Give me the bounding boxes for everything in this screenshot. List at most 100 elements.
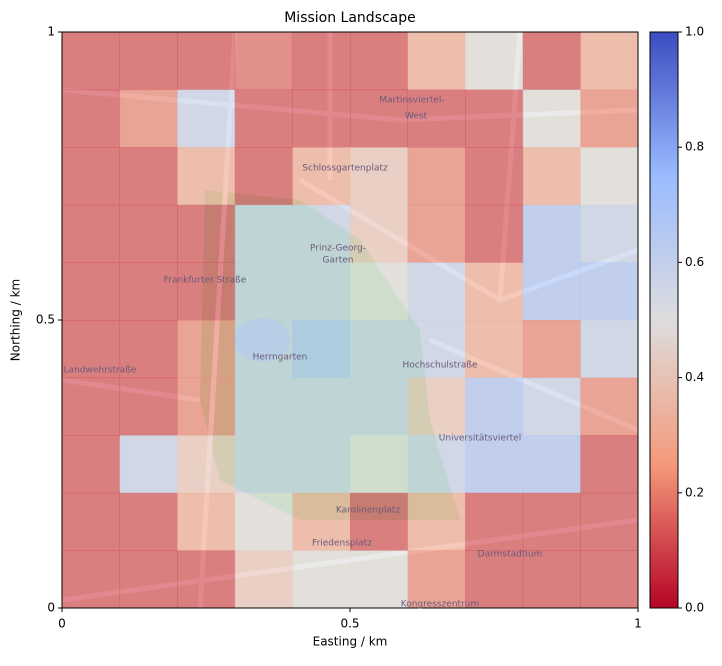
colorbar-tick-label: 0.0 xyxy=(685,601,704,615)
heat-cell xyxy=(62,435,121,494)
heat-cell xyxy=(119,89,178,148)
map-label: Garten xyxy=(323,256,354,266)
heat-cell xyxy=(350,147,409,206)
heat-cell xyxy=(119,262,178,321)
heat-cell xyxy=(580,320,638,379)
map-label: Landwehrstraße xyxy=(64,366,137,376)
heat-cell xyxy=(580,147,638,206)
heat-cell xyxy=(234,147,293,206)
heat-cell xyxy=(580,204,638,263)
heat-cell xyxy=(62,320,121,379)
heat-cell xyxy=(292,32,351,91)
colorbar-tick-label: 0.6 xyxy=(685,255,704,269)
heat-cell xyxy=(234,262,293,321)
heat-cell xyxy=(350,492,409,551)
heat-cell xyxy=(465,435,524,494)
heat-cell xyxy=(62,492,121,551)
heat-cell xyxy=(234,32,293,91)
heat-cell xyxy=(350,435,409,494)
heat-cell xyxy=(580,492,638,551)
heat-cell xyxy=(292,492,351,551)
heat-cell xyxy=(234,204,293,263)
x-axis-label: Easting / km xyxy=(313,635,388,649)
heat-cell xyxy=(350,204,409,263)
heat-cell xyxy=(350,32,409,91)
heat-cell xyxy=(522,204,581,263)
heat-cell xyxy=(119,32,178,91)
heat-cell xyxy=(465,32,524,91)
map-label: Universitätsviertel xyxy=(439,434,521,444)
heat-cell xyxy=(580,377,638,436)
heat-cell xyxy=(580,89,638,148)
heat-cell xyxy=(522,262,581,321)
heat-cell xyxy=(292,550,351,608)
heat-cell xyxy=(119,147,178,206)
heat-cell xyxy=(234,89,293,148)
heat-cell xyxy=(234,377,293,436)
colorbar-tick-label: 1.0 xyxy=(685,25,704,39)
heat-cell xyxy=(234,550,293,608)
colorbar xyxy=(649,31,679,609)
heat-cell xyxy=(62,147,121,206)
heat-cell xyxy=(177,204,236,263)
y-tick-label: 0 xyxy=(47,601,55,615)
heat-cell xyxy=(465,89,524,148)
heat-cell xyxy=(177,320,236,379)
colorbar-tick-label: 0.4 xyxy=(685,370,704,384)
heat-cell xyxy=(407,550,466,608)
heat-cell xyxy=(292,89,351,148)
chart-title: Mission Landscape xyxy=(284,10,416,26)
heat-cell xyxy=(292,377,351,436)
heat-cell xyxy=(350,550,409,608)
heat-cell xyxy=(522,492,581,551)
heat-cell xyxy=(292,262,351,321)
heat-cell xyxy=(119,550,178,608)
heat-cell xyxy=(465,377,524,436)
heat-cell xyxy=(465,204,524,263)
heat-cell xyxy=(407,89,466,148)
heat-cell xyxy=(350,262,409,321)
heat-cell xyxy=(522,435,581,494)
heat-cell xyxy=(62,262,121,321)
heat-cell xyxy=(292,320,351,379)
heat-cell xyxy=(234,435,293,494)
x-tick-label: 1 xyxy=(634,617,642,631)
heat-cell xyxy=(177,89,236,148)
x-tick-label: 0.5 xyxy=(340,617,359,631)
heat-cell xyxy=(177,147,236,206)
heat-cell xyxy=(234,492,293,551)
y-tick-label: 0.5 xyxy=(36,313,55,327)
heat-cell xyxy=(522,320,581,379)
heat-cell xyxy=(465,492,524,551)
map-label: Herrngarten xyxy=(253,353,308,363)
heat-cell xyxy=(177,492,236,551)
heat-cell xyxy=(407,262,466,321)
heat-cell xyxy=(350,89,409,148)
map-label: West xyxy=(405,112,428,122)
heat-cell xyxy=(580,435,638,494)
heat-cell xyxy=(407,377,466,436)
heat-cell xyxy=(522,147,581,206)
map-label: Hochschulstraße xyxy=(402,361,478,371)
heat-cell xyxy=(177,377,236,436)
heat-cell xyxy=(465,262,524,321)
heat-cell xyxy=(522,550,581,608)
heat-cell xyxy=(62,550,121,608)
heat-cell xyxy=(522,89,581,148)
heat-cell xyxy=(350,320,409,379)
heat-cell xyxy=(62,377,121,436)
heat-cell xyxy=(177,262,236,321)
heat-cell xyxy=(119,320,178,379)
map-label: Friedensplatz xyxy=(312,539,372,549)
heat-cell xyxy=(522,377,581,436)
map-label: Darmstadtium xyxy=(478,550,543,560)
heat-cell xyxy=(407,32,466,91)
heat-cell xyxy=(62,204,121,263)
colorbar-tick-label: 0.2 xyxy=(685,485,704,499)
y-axis-label: Northing / km xyxy=(9,279,23,361)
heat-cell xyxy=(292,435,351,494)
heat-cell xyxy=(465,320,524,379)
heat-cell xyxy=(580,32,638,91)
heat-cell xyxy=(407,204,466,263)
